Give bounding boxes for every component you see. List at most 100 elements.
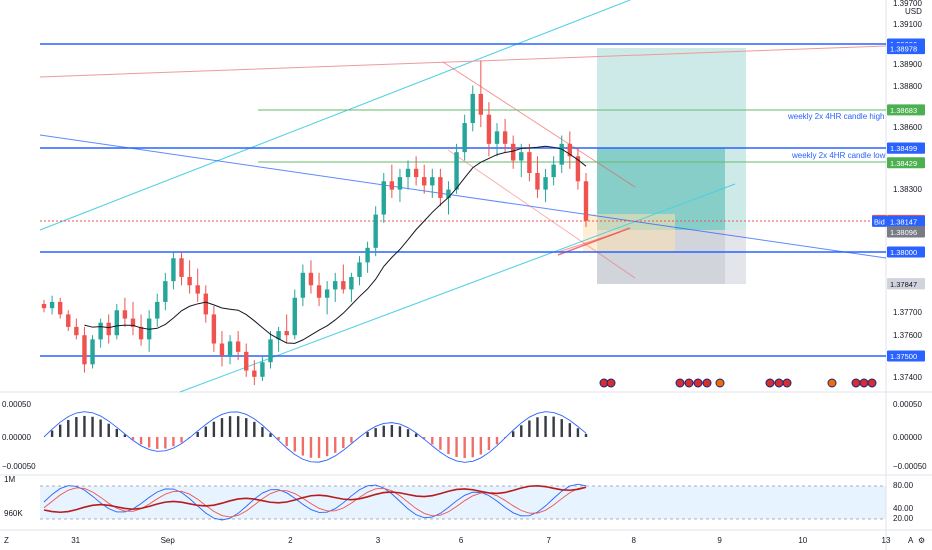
candle-body[interactable] [575, 156, 581, 182]
candle-body[interactable] [268, 339, 273, 363]
ca-flag-icon[interactable] [715, 378, 725, 388]
candle-body[interactable] [122, 310, 128, 319]
candle-body[interactable] [389, 181, 395, 190]
candle-body[interactable] [535, 172, 540, 190]
candle-body[interactable] [130, 318, 136, 327]
candle-body[interactable] [57, 301, 63, 315]
candle-body[interactable] [82, 335, 87, 365]
price-tag[interactable] [887, 104, 925, 116]
us-flag-icon[interactable] [702, 378, 712, 388]
candle-body[interactable] [235, 341, 241, 352]
ca-flag-icon[interactable] [827, 378, 837, 388]
candle-body[interactable] [446, 189, 451, 198]
candle-body[interactable] [90, 339, 95, 365]
price-tags[interactable]: 1.390001.389781.386831.385001.384991.384… [872, 38, 925, 362]
event-markers[interactable] [599, 378, 877, 388]
small-position-box[interactable] [583, 214, 675, 252]
candle-body[interactable] [333, 281, 338, 290]
candle-body[interactable] [74, 326, 79, 336]
candle-body[interactable] [300, 272, 306, 298]
price-tag[interactable] [887, 350, 925, 362]
candle-body[interactable] [559, 143, 564, 165]
candle-body[interactable] [438, 177, 443, 198]
horizontal-levels[interactable] [40, 43, 886, 357]
us-flag-icon[interactable] [765, 378, 775, 388]
macd-signal-line[interactable] [43, 411, 587, 463]
candle-body[interactable] [316, 285, 322, 298]
candle-body[interactable] [227, 341, 233, 356]
candle-body[interactable] [114, 310, 120, 336]
candle-body[interactable] [502, 131, 508, 144]
candle-body[interactable] [106, 322, 111, 336]
candle-body[interactable] [41, 304, 47, 309]
time-axis[interactable]: 31 Sep 2 3 6 7 8 9 10 13 [71, 536, 891, 545]
red-arrow-line-2[interactable] [557, 231, 621, 253]
candle-body[interactable] [98, 322, 103, 340]
candle-body[interactable] [284, 331, 289, 336]
candle-body[interactable] [155, 301, 160, 319]
us-flag-icon[interactable] [859, 378, 869, 388]
auto-scale-button[interactable]: A [908, 536, 914, 545]
annotation-weekly-high[interactable]: weekly 2x 4HR candle high [787, 112, 885, 121]
us-flag-icon[interactable] [606, 378, 616, 388]
candle-body[interactable] [276, 331, 281, 340]
candle-body[interactable] [470, 93, 475, 124]
candle-body[interactable] [219, 343, 225, 356]
annotation-weekly-low[interactable]: weekly 2x 4HR candle low [791, 151, 886, 160]
fib-channel-upper[interactable] [39, 0, 631, 231]
candle-body[interactable] [341, 281, 346, 290]
candle-body[interactable] [187, 276, 192, 286]
macd-panel[interactable] [43, 411, 588, 463]
candle-body[interactable] [244, 351, 249, 371]
candle-body[interactable] [422, 177, 427, 186]
price-axis[interactable]: 1.39700 USD 1.39100 1.38900 1.38800 1.38… [893, 0, 922, 382]
candle-body[interactable] [163, 281, 168, 302]
us-flag-icon[interactable] [675, 378, 685, 388]
candle-body[interactable] [486, 114, 492, 144]
candle-body[interactable] [494, 131, 500, 144]
candle-body[interactable] [349, 276, 354, 290]
descending-channel-top[interactable] [442, 61, 636, 188]
price-tag[interactable] [887, 226, 925, 238]
price-tag[interactable] [887, 157, 925, 169]
candles-layer[interactable] [41, 60, 589, 386]
candle-body[interactable] [478, 93, 484, 115]
candle-body[interactable] [171, 258, 176, 282]
drawings-layer[interactable] [39, 0, 887, 393]
price-tag[interactable] [887, 278, 925, 290]
us-flag-icon[interactable] [782, 378, 792, 388]
blue-trend-line[interactable] [39, 134, 887, 259]
candle-body[interactable] [397, 177, 403, 190]
candle-body[interactable] [543, 177, 548, 190]
candle-body[interactable] [373, 214, 378, 248]
us-flag-icon[interactable] [851, 378, 861, 388]
us-flag-icon[interactable] [867, 378, 877, 388]
candle-body[interactable] [510, 143, 516, 161]
candle-body[interactable] [66, 314, 71, 327]
price-tag[interactable] [887, 215, 925, 227]
candle-body[interactable] [211, 314, 217, 344]
descending-channel-bottom[interactable] [447, 149, 636, 279]
candle-body[interactable] [195, 285, 200, 294]
candle-body[interactable] [138, 326, 144, 340]
candle-body[interactable] [49, 301, 55, 309]
candle-body[interactable] [567, 143, 573, 157]
candle-body[interactable] [413, 168, 419, 178]
price-tag[interactable] [887, 142, 925, 154]
candle-body[interactable] [462, 123, 467, 153]
candle-body[interactable] [365, 247, 370, 263]
candle-body[interactable] [519, 152, 524, 161]
us-flag-icon[interactable] [684, 378, 694, 388]
stoch-k-line[interactable] [43, 483, 587, 521]
us-flag-icon[interactable] [693, 378, 703, 388]
candle-body[interactable] [252, 370, 257, 377]
candle-body[interactable] [179, 258, 184, 277]
candle-body[interactable] [583, 181, 589, 221]
candle-body[interactable] [260, 362, 265, 377]
gear-icon[interactable]: ⚙ [918, 536, 925, 545]
candle-body[interactable] [324, 289, 330, 298]
stochastic-panel[interactable] [43, 483, 587, 521]
us-flag-icon[interactable] [774, 378, 784, 388]
candle-body[interactable] [454, 152, 459, 190]
